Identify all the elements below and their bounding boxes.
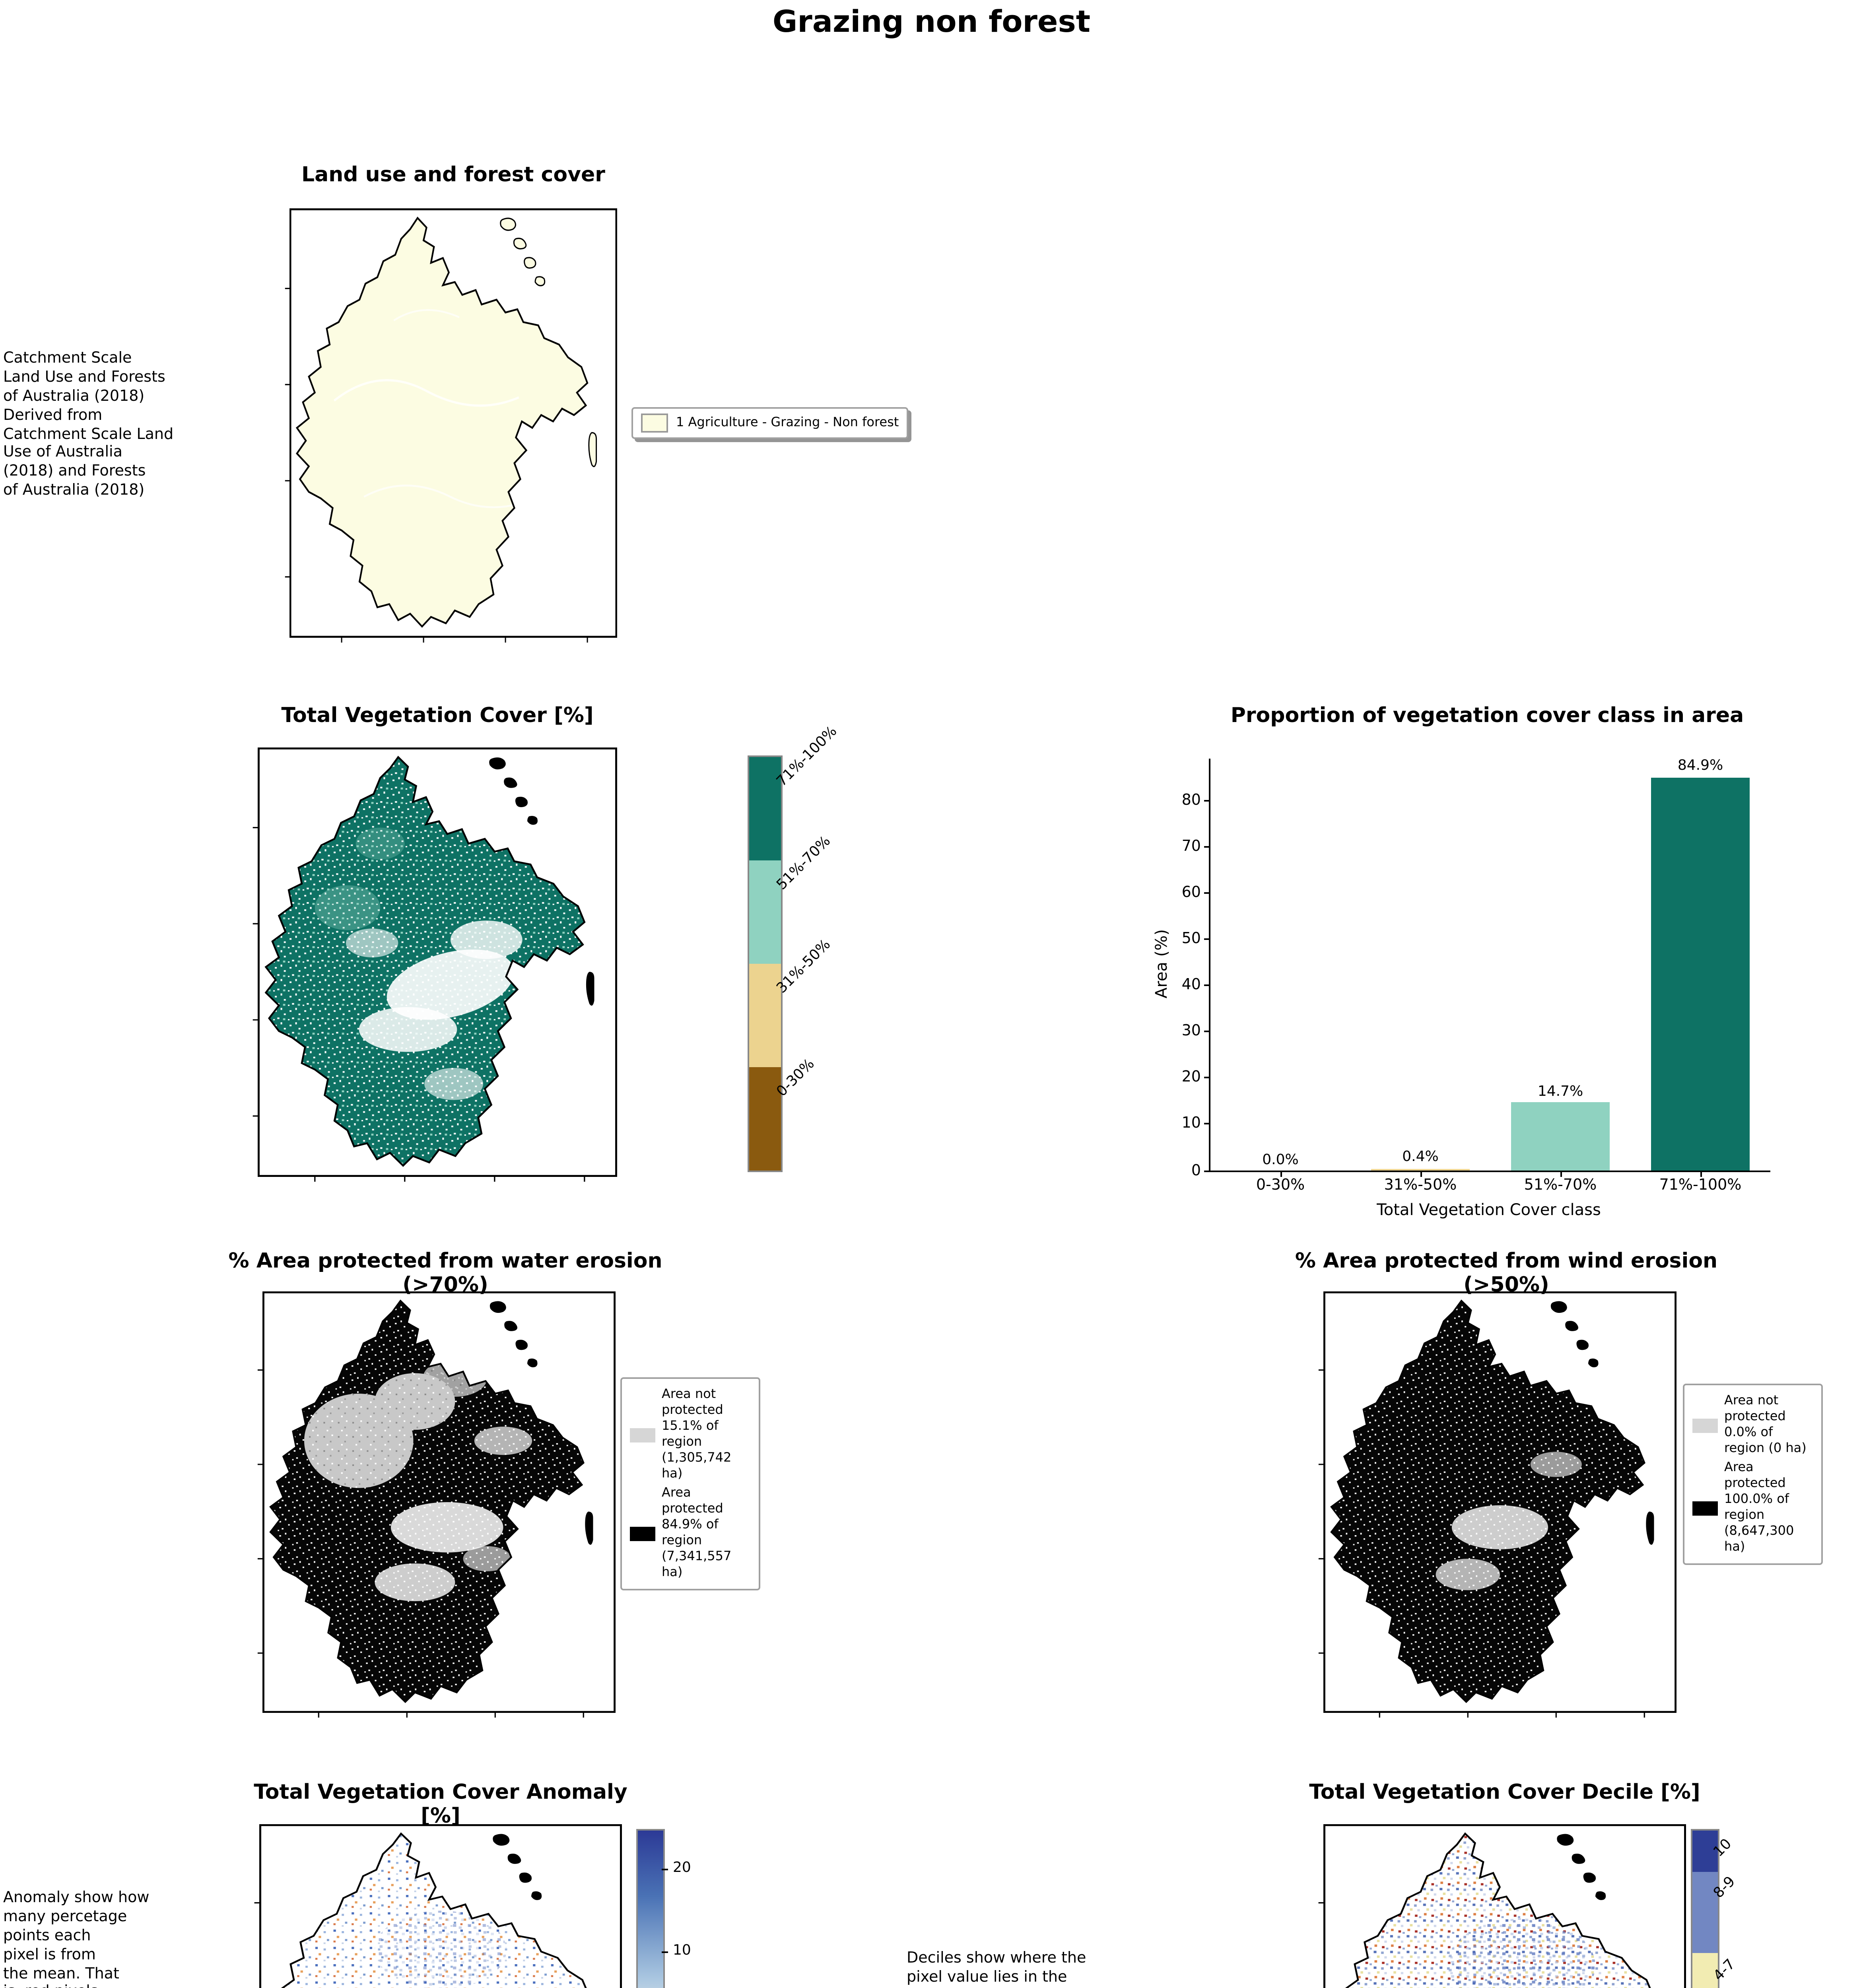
legend-item: Area protected 100.0% of region (8,647,3… — [1692, 1460, 1813, 1555]
x-tick-mark — [1420, 1171, 1422, 1176]
y-tick-label: 30 — [1181, 1023, 1201, 1041]
wind-erosion-map — [1318, 1291, 1677, 1718]
bar-value-label: 0.0% — [1262, 1152, 1299, 1168]
y-tick-label: 20 — [1181, 1069, 1201, 1087]
veg-cover-colorbar-label: 51%-70% — [774, 834, 835, 894]
veg-cover-colorbar: 71%-100% 51%-70% 31%-50% 0-30% — [748, 724, 841, 1172]
y-tick-label: 0 — [1191, 1162, 1201, 1179]
anomaly-title: Total Vegetation Cover Anomaly [%] — [254, 1781, 627, 1829]
decile-seg-4-7 — [1692, 1953, 1718, 1988]
water-erosion-title: % Area protected from water erosion (>70… — [228, 1250, 662, 1298]
protected-swatch — [630, 1526, 655, 1540]
x-tick-label: 71%-100% — [1659, 1177, 1742, 1194]
decile-seg-8-9 — [1692, 1872, 1718, 1954]
legend-item: Area not protected 15.1% of region (1,30… — [630, 1387, 751, 1482]
bar-chart-plot: 0 10 20 30 40 50 60 70 80 0.0% 0-30% 0.4% 31%-50% 14.… — [1182, 759, 1770, 1194]
y-tick-mark — [1203, 984, 1210, 986]
decile-map — [1318, 1824, 1686, 1988]
bar-chart-title: Proportion of vegetation cover class in … — [1230, 705, 1744, 728]
x-tick-label: 0-30% — [1256, 1177, 1305, 1194]
wind-erosion-legend: Area not protected 0.0% of region (0 ha)… — [1683, 1384, 1823, 1565]
anomaly-tick: 20 — [673, 1861, 691, 1877]
y-tick-label: 10 — [1181, 1115, 1201, 1133]
land-use-note: Catchment Scale Land Use and Forests of … — [3, 350, 174, 500]
bar-31%-50% — [1371, 1169, 1470, 1171]
anomaly-map — [254, 1824, 622, 1988]
not-protected-swatch — [1692, 1418, 1718, 1432]
not-protected-swatch — [630, 1427, 655, 1442]
wind-erosion-title: % Area protected from wind erosion (>50%… — [1295, 1250, 1718, 1298]
land-use-title: Land use and forest cover — [301, 164, 605, 188]
anomaly-colorbar: 20 10 0 −10 −20 — [636, 1829, 691, 1988]
y-tick-mark — [1203, 1031, 1210, 1033]
y-tick-mark — [1203, 1123, 1210, 1125]
legend-item: Area protected 84.9% of region (7,341,55… — [630, 1485, 751, 1581]
veg-cover-colorbar-seg-51-70 — [749, 860, 781, 964]
y-tick-label: 60 — [1181, 884, 1201, 902]
y-tick-label: 70 — [1181, 838, 1201, 856]
water-erosion-legend: Area not protected 15.1% of region (1,30… — [620, 1377, 760, 1590]
protected-swatch — [1692, 1501, 1718, 1515]
legend-item: Area not protected 0.0% of region (0 ha) — [1692, 1393, 1813, 1457]
not-protected-label: Area not protected 15.1% of region (1,30… — [662, 1387, 732, 1481]
y-tick-mark — [1203, 846, 1210, 848]
water-erosion-map — [257, 1291, 616, 1718]
page-title: Grazing non forest — [772, 5, 1091, 40]
y-tick-label: 50 — [1181, 930, 1201, 948]
x-tick-label: 31%-50% — [1384, 1177, 1457, 1194]
land-use-map — [285, 208, 618, 643]
x-tick-mark — [1560, 1171, 1562, 1176]
decile-title: Total Vegetation Cover Decile [%] — [1309, 1781, 1700, 1805]
protected-label: Area protected 84.9% of region (7,341,55… — [662, 1485, 732, 1579]
decile-colorbar: 10 8-9 4-7 2-3 1 — [1691, 1829, 1739, 1988]
veg-cover-title: Total Vegetation Cover [%] — [281, 705, 594, 728]
y-tick-mark — [1203, 799, 1210, 801]
bar-51%-70% — [1511, 1102, 1610, 1171]
veg-cover-colorbar-seg-31-50 — [749, 964, 781, 1067]
x-tick-mark — [1280, 1171, 1282, 1176]
anomaly-tick: 10 — [673, 1943, 691, 1959]
veg-cover-colorbar-seg-0-30 — [749, 1067, 781, 1171]
x-tick-mark — [1700, 1171, 1702, 1176]
bar-chart-xlabel: Total Vegetation Cover class — [1377, 1202, 1601, 1220]
y-tick-mark — [1203, 938, 1210, 940]
land-use-legend: 1 Agriculture - Grazing - Non forest — [631, 407, 909, 439]
y-tick-label: 80 — [1181, 791, 1201, 809]
veg-cover-colorbar-label: 31%-50% — [774, 937, 835, 997]
x-tick-label: 51%-70% — [1524, 1177, 1597, 1194]
bar-value-label: 0.4% — [1402, 1150, 1439, 1167]
veg-cover-colorbar-label: 71%-100% — [774, 724, 841, 790]
bar-value-label: 14.7% — [1537, 1084, 1583, 1100]
y-tick-mark — [1203, 892, 1210, 894]
land-use-legend-label: 1 Agriculture - Grazing - Non forest — [676, 415, 899, 429]
decile-seg-10 — [1692, 1831, 1718, 1872]
veg-cover-map — [253, 747, 618, 1182]
veg-cover-colorbar-seg-71-100 — [749, 757, 781, 860]
anomaly-note: Anomaly show how many percetage points e… — [3, 1889, 150, 1988]
y-tick-label: 40 — [1181, 977, 1201, 994]
bar-71%-100% — [1651, 777, 1750, 1171]
anomaly-colorbar-gradient — [636, 1829, 665, 1988]
y-tick-mark — [1203, 1170, 1210, 1171]
y-tick-mark — [1203, 1077, 1210, 1079]
protected-label: Area protected 100.0% of region (8,647,3… — [1724, 1460, 1794, 1554]
decile-note: Deciles show where the pixel value lies … — [907, 1950, 1086, 1988]
not-protected-label: Area not protected 0.0% of region (0 ha) — [1724, 1393, 1807, 1455]
land-use-legend-swatch — [641, 414, 668, 433]
bar-value-label: 84.9% — [1677, 759, 1723, 775]
